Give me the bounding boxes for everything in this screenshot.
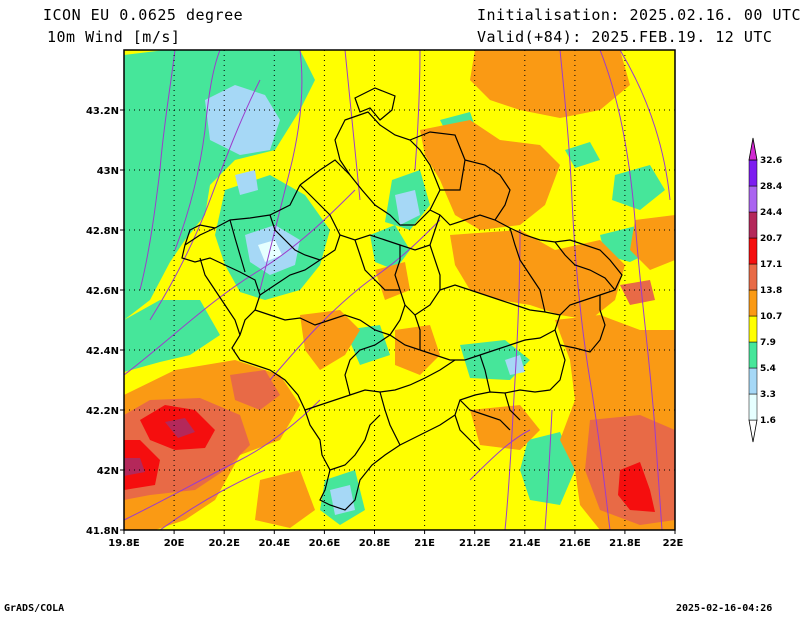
lon-tick-label: 20.2E — [208, 538, 240, 549]
lon-tick-label: 21.4E — [509, 538, 541, 549]
valid-time: Valid(+84): 2025.FEB.19. 12 UTC — [477, 28, 773, 46]
lat-tick-label: 42.8N — [86, 226, 119, 237]
colorbar-label: 5.4 — [760, 364, 776, 374]
lon-tick-label: 21.6E — [559, 538, 591, 549]
footer-timestamp: 2025-02-16-04:26 — [676, 603, 773, 614]
lon-tick-label: 20.6E — [309, 538, 341, 549]
colorbar-swatch — [748, 263, 758, 291]
lon-tick-label: 21.8E — [609, 538, 641, 549]
lat-tick-label: 43N — [97, 166, 119, 177]
lon-tick-label: 22E — [663, 538, 684, 549]
lon-tick-label: 19.8E — [108, 538, 140, 549]
lon-tick-labels: 19.8E 20E 20.2E 20.4E 20.6E 20.8E 21E 21… — [108, 538, 683, 549]
colorbar-label: 3.3 — [760, 390, 776, 400]
wind-band-darkred — [124, 418, 195, 476]
colorbar-swatch — [748, 185, 758, 213]
map-title-model: ICON EU 0.0625 degree — [43, 6, 244, 24]
wind-field — [124, 50, 675, 530]
colorbar-label: 10.7 — [760, 312, 782, 322]
colorbar-swatch — [748, 341, 758, 369]
colorbar-swatch — [748, 159, 758, 187]
colorbar-label: 17.1 — [760, 260, 782, 270]
colorbar-label: 1.6 — [760, 416, 776, 426]
colorbar-low-arrow — [748, 419, 758, 443]
colorbar-swatch — [748, 211, 758, 239]
lat-tick-label: 42.6N — [86, 286, 119, 297]
colorbar-swatch — [748, 237, 758, 265]
lon-tick-marks — [123, 530, 676, 534]
admin-borders — [181, 87, 623, 511]
colorbar-high-arrow — [748, 137, 758, 161]
lon-tick-label: 20E — [164, 538, 185, 549]
colorbar-label: 24.4 — [760, 208, 782, 218]
lon-tick-label: 20.4E — [259, 538, 291, 549]
lat-tick-labels: 41.8N 42N 42.2N 42.4N 42.6N 42.8N 43N 43… — [86, 106, 119, 537]
colorbar-swatch — [748, 393, 758, 421]
colorbar-swatch — [748, 289, 758, 317]
grid-lines — [124, 50, 675, 530]
lat-tick-label: 43.2N — [86, 106, 119, 117]
lon-tick-label: 21E — [414, 538, 435, 549]
colorbar-label: 13.8 — [760, 286, 782, 296]
streamlines — [124, 50, 671, 530]
footer-software-credit: GrADS/COLA — [4, 603, 65, 614]
lat-tick-label: 42.2N — [86, 406, 119, 417]
map-title-field: 10m Wind [m/s] — [47, 28, 181, 46]
lat-tick-label: 41.8N — [86, 526, 119, 537]
colorbar-label: 28.4 — [760, 182, 782, 192]
initialisation-time: Initialisation: 2025.02.16. 00 UTC — [477, 6, 800, 24]
colorbar: 1.6 3.3 5.4 7.9 10.7 13.8 17.1 20.7 24.4… — [748, 137, 782, 443]
lat-tick-label: 42N — [97, 466, 119, 477]
lat-tick-label: 42.4N — [86, 346, 119, 357]
colorbar-label: 20.7 — [760, 234, 782, 244]
lon-tick-label: 20.8E — [359, 538, 391, 549]
lon-tick-label: 21.2E — [459, 538, 491, 549]
colorbar-swatch — [748, 315, 758, 343]
colorbar-swatch — [748, 367, 758, 395]
colorbar-label: 32.6 — [760, 156, 782, 166]
lat-tick-marks — [120, 109, 124, 531]
colorbar-label: 7.9 — [760, 338, 776, 348]
